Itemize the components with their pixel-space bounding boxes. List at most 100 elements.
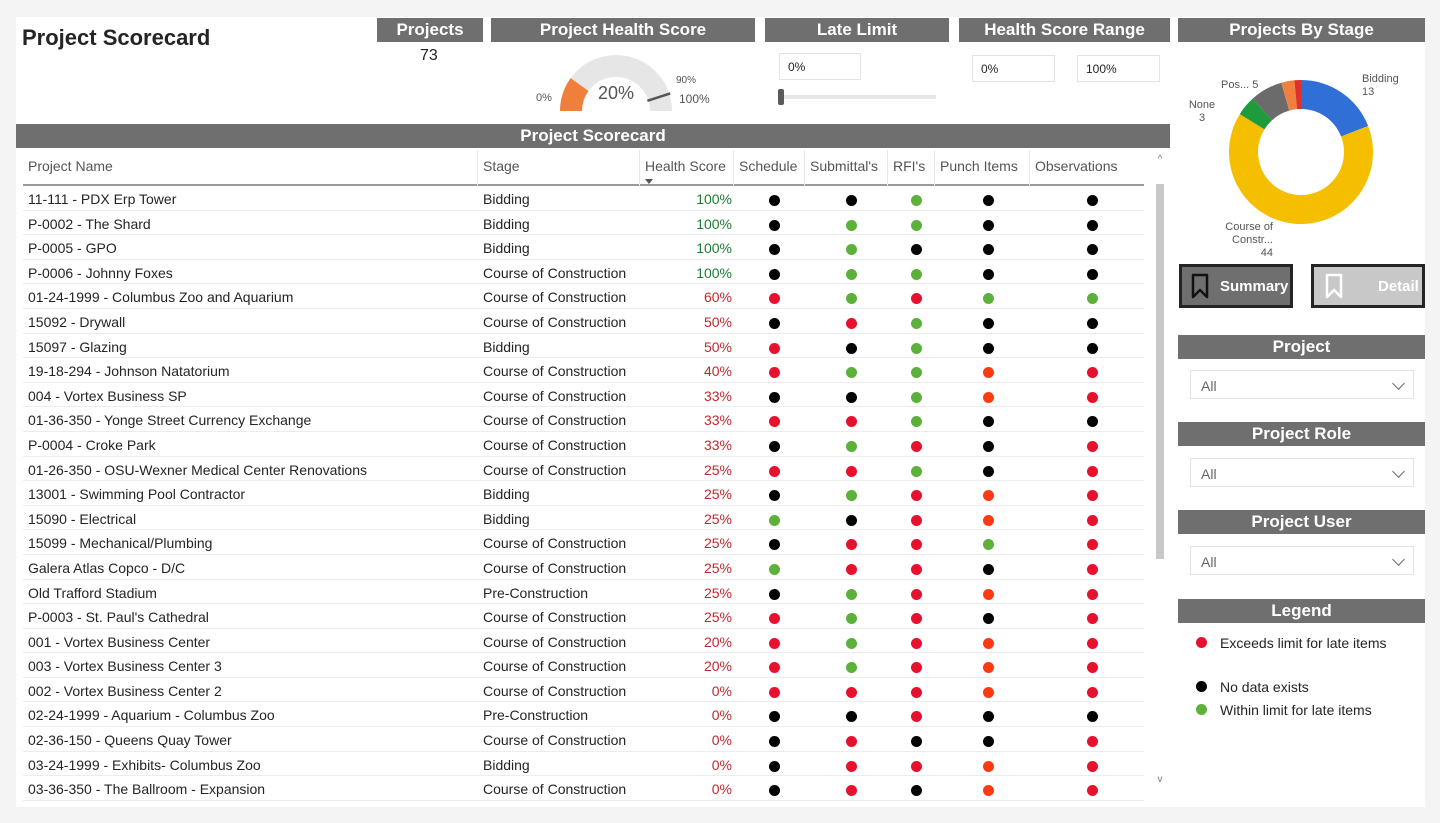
table-row[interactable]: Old Trafford Stadium Pre-Construction 25%: [23, 580, 1144, 605]
table-row[interactable]: 003 - Vortex Business Center 3 Course of …: [23, 653, 1144, 678]
table-row[interactable]: 11-111 - PDX Erp Tower Bidding 100%: [23, 186, 1144, 211]
donut-slice[interactable]: [1229, 114, 1373, 224]
stage-cell: Bidding: [483, 756, 530, 773]
donut-slice[interactable]: [1239, 98, 1273, 130]
punch-items-dot: [983, 293, 994, 305]
rfis-dot: [911, 514, 922, 526]
gauge-value-arc: [560, 78, 589, 112]
observations-dot: [1087, 293, 1098, 305]
rfis-dot: [911, 268, 922, 280]
late-limit-slider-track[interactable]: [781, 95, 936, 99]
submittals-dot: [846, 785, 857, 797]
late-limit-input[interactable]: 0%: [779, 53, 861, 80]
schedule-dot: [769, 195, 780, 206]
project-role-filter-dropdown[interactable]: All: [1190, 458, 1414, 487]
health-range-min-input[interactable]: 0%: [972, 55, 1055, 82]
project-name-cell: 19-18-294 - Johnson Natatorium: [28, 363, 230, 380]
legend-label-exceeds: Exceeds limit for late items: [1220, 635, 1387, 651]
table-row[interactable]: P-0002 - The Shard Bidding 100%: [23, 211, 1144, 236]
stage-cell: Bidding: [483, 215, 530, 232]
donut-slice[interactable]: [1252, 82, 1290, 121]
project-name-cell: 03-24-1999 - Exhibits- Columbus Zoo: [28, 756, 261, 773]
observations-dot: [1087, 686, 1098, 698]
scroll-up-icon[interactable]: ^: [1157, 154, 1163, 165]
submittals-dot: [846, 195, 857, 206]
detail-button[interactable]: Detail: [1311, 264, 1425, 308]
donut-slice[interactable]: [1281, 80, 1298, 111]
table-row[interactable]: 15097 - Glazing Bidding 50%: [23, 334, 1144, 359]
stage-cell: Course of Construction: [483, 436, 627, 453]
table-row[interactable]: 03-24-1999 - Exhibits- Columbus Zoo Biddi…: [23, 752, 1144, 777]
table-row[interactable]: 002 - Vortex Business Center 2 Course of …: [23, 678, 1144, 703]
project-name-cell: 11-111 - PDX Erp Tower: [28, 191, 177, 207]
legend-dot-black: [1196, 681, 1207, 692]
col-schedule[interactable]: Schedule: [734, 150, 805, 186]
submittals-dot: [846, 317, 857, 329]
table-row[interactable]: 03-36-350 - The Ballroom - Expansion Cour…: [23, 776, 1144, 801]
submittals-dot: [846, 637, 857, 649]
table-row[interactable]: 001 - Vortex Business Center Course of Co…: [23, 629, 1144, 654]
table-row[interactable]: 13001 - Swimming Pool Contractor Bidding 2…: [23, 481, 1144, 506]
punch-items-dot: [983, 736, 994, 748]
donut-slice[interactable]: [1301, 80, 1369, 137]
health-score-cell: 25%: [703, 535, 732, 552]
project-name-cell: 02-36-150 - Queens Quay Tower: [28, 732, 232, 749]
col-health-score-label: Health Score: [645, 158, 726, 174]
summary-button[interactable]: Summary: [1179, 264, 1293, 308]
table-row[interactable]: P-0004 - Croke Park Course of Constructio…: [23, 432, 1144, 457]
table-row[interactable]: P-0006 - Johnny Foxes Course of Construct…: [23, 260, 1144, 285]
table-row[interactable]: 15090 - Electrical Bidding 25%: [23, 506, 1144, 531]
donut-label-post-text: Pos...: [1221, 79, 1250, 91]
donut-label-bidding-text: Bidding: [1362, 73, 1399, 85]
schedule-dot: [769, 662, 780, 674]
col-rfis[interactable]: RFI's: [888, 150, 935, 186]
legend-item-exceeds: Exceeds limit for late items: [1196, 633, 1416, 673]
health-score-cell: 20%: [703, 633, 732, 650]
project-name-cell: 003 - Vortex Business Center 3: [28, 658, 222, 675]
observations-dot: [1087, 514, 1098, 526]
health-range-max-input[interactable]: 100%: [1077, 55, 1160, 82]
health-score-cell: 25%: [703, 510, 732, 527]
punch-items-dot: [983, 490, 994, 502]
scroll-down-icon[interactable]: v: [1157, 774, 1163, 785]
stage-cell: Course of Construction: [483, 264, 627, 281]
table-row[interactable]: 01-36-350 - Yonge Street Currency Exchan…: [23, 407, 1144, 432]
table-scrollbar[interactable]: ^ v: [1154, 154, 1166, 794]
table-row[interactable]: 004 - Vortex Business SP Course of Constr…: [23, 383, 1144, 408]
submittals-dot: [846, 367, 857, 379]
table-row[interactable]: 01-26-350 - OSU-Wexner Medical Center Re…: [23, 457, 1144, 482]
table-row[interactable]: 02-36-150 - Queens Quay Tower Course of C…: [23, 727, 1144, 752]
observations-dot: [1087, 490, 1098, 502]
project-name-cell: Old Trafford Stadium: [28, 584, 157, 601]
scrollbar-thumb[interactable]: [1156, 184, 1164, 559]
col-project-name[interactable]: Project Name: [23, 150, 478, 186]
health-score-cell: 0%: [711, 682, 732, 699]
submittals-dot: [846, 760, 857, 772]
punch-items-dot: [983, 268, 994, 280]
col-stage[interactable]: Stage: [478, 150, 640, 186]
col-submittals[interactable]: Submittal's: [805, 150, 888, 186]
donut-label-construction-text: Course of Constr...: [1225, 221, 1273, 246]
late-limit-slider-handle[interactable]: [778, 89, 784, 105]
col-observations[interactable]: Observations: [1035, 158, 1118, 174]
table-row[interactable]: 19-18-294 - Johnson Natatorium Course of …: [23, 358, 1144, 383]
col-punch-items[interactable]: Punch Items: [935, 150, 1030, 186]
table-row[interactable]: 02-24-1999 - Aquarium - Columbus Zoo Pre-…: [23, 702, 1144, 728]
table-body: 11-111 - PDX Erp Tower Bidding 100% P-0002 …: [23, 186, 1144, 801]
stage-cell: Course of Construction: [483, 633, 627, 650]
stage-cell: Course of Construction: [483, 461, 627, 478]
health-score-cell: 100%: [696, 191, 732, 207]
table-row[interactable]: P-0005 - GPO Bidding 100%: [23, 235, 1144, 260]
table-row[interactable]: 01-24-1999 - Columbus Zoo and Aquarium Co…: [23, 284, 1144, 309]
project-user-filter-dropdown[interactable]: All: [1190, 546, 1414, 575]
table-row[interactable]: P-0003 - St. Paul's Cathedral Course of C…: [23, 604, 1144, 629]
rfis-dot: [911, 563, 922, 575]
col-health-score[interactable]: Health Score: [640, 150, 734, 186]
table-row[interactable]: 15092 - Drywall Course of Construction 50%: [23, 309, 1144, 334]
legend-label-within: Within limit for late items: [1220, 702, 1372, 718]
project-filter-dropdown[interactable]: All: [1190, 370, 1414, 399]
table-row[interactable]: 15099 - Mechanical/Plumbing Course of Con…: [23, 530, 1144, 555]
table-row[interactable]: Galera Atlas Copco - D/C Course of Constr…: [23, 555, 1144, 580]
donut-slice[interactable]: [1294, 80, 1301, 110]
health-score-cell: 25%: [703, 559, 732, 576]
